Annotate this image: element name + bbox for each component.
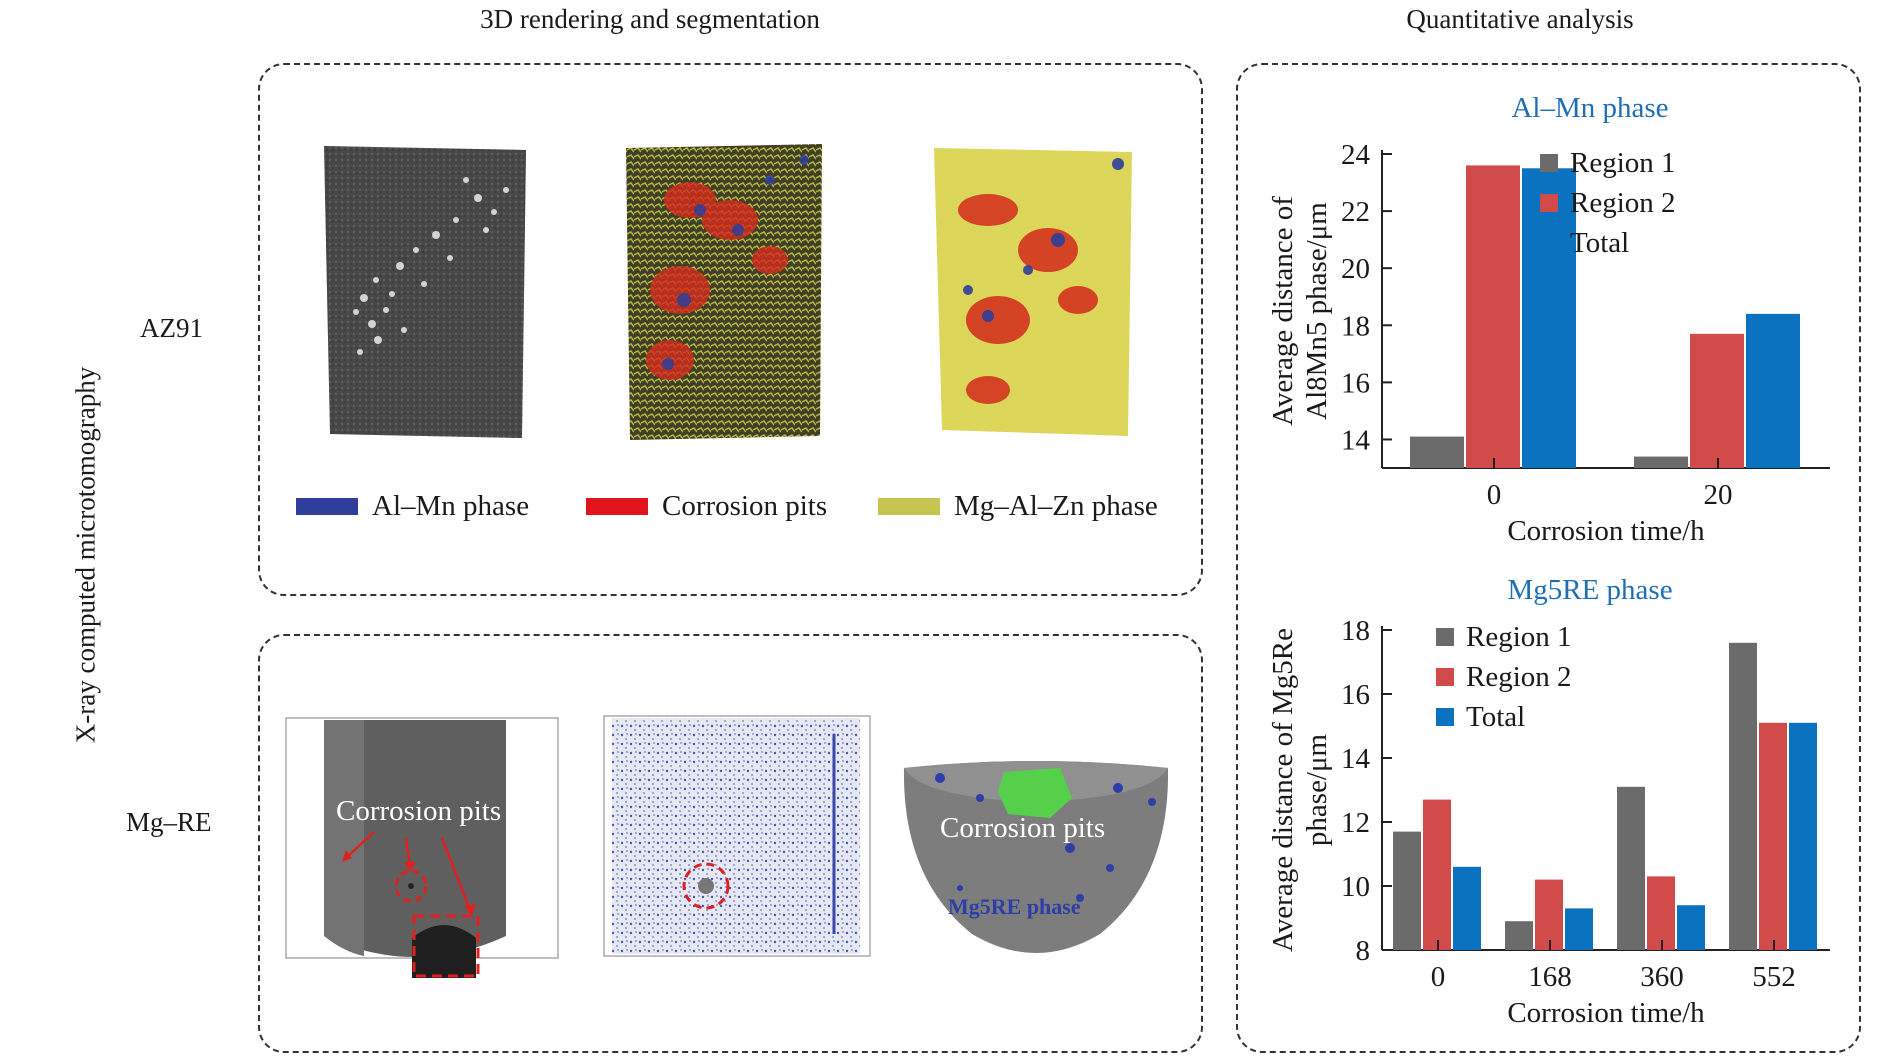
y-tick-label: 14 — [1341, 743, 1371, 775]
legend-label: Corrosion pits — [662, 490, 828, 522]
y-axis-label-line2: Al8Mn5 phase/μm — [1301, 202, 1333, 420]
legend-swatch — [1540, 154, 1558, 172]
mg-al-zn-swatch — [878, 498, 940, 515]
chart-2-title: Mg5RE phase — [1507, 574, 1673, 606]
y-tick-label: 24 — [1341, 139, 1371, 171]
bar — [1789, 722, 1817, 950]
corrosion-pits-label-3: Corrosion pits — [940, 812, 1106, 844]
y-tick-label: 18 — [1341, 310, 1370, 342]
bar — [1423, 799, 1451, 950]
bar — [1522, 168, 1576, 468]
mgre-render-points — [603, 715, 871, 957]
bar — [1759, 722, 1787, 950]
x-tick-label: 20 — [1704, 479, 1733, 511]
legend-swatch — [1540, 194, 1558, 212]
bar — [1565, 908, 1593, 950]
y-tick-label: 22 — [1341, 196, 1370, 228]
x-tick-label: 360 — [1640, 961, 1684, 993]
bar — [1677, 905, 1705, 950]
y-axis-label-line1: Average distance of Mg5Re — [1267, 628, 1299, 952]
az91-render-colored — [934, 148, 1132, 436]
x-axis-label: Corrosion time/h — [1507, 515, 1705, 547]
y-axis-label-line2: phase/μm — [1301, 733, 1333, 846]
bar — [1746, 313, 1800, 468]
legend-swatch — [1436, 668, 1454, 686]
bar — [1393, 831, 1421, 950]
legend-swatch — [1436, 628, 1454, 646]
legend-item-al-mn: Al–Mn phase — [296, 490, 529, 523]
legend-label: Region 2 — [1570, 187, 1676, 219]
legend-label: Region 1 — [1466, 621, 1572, 653]
mg5re-phase-label: Mg5RE phase — [948, 894, 1081, 919]
bar — [1535, 879, 1563, 950]
y-tick-label: 14 — [1341, 424, 1371, 456]
mgre-render-cylinder — [285, 717, 559, 978]
al-mn-swatch — [296, 498, 358, 515]
chart-al-mn: 14 16 18 20 22 24 0 20 Corrosion time/h Average d… — [1267, 139, 1830, 547]
legend-label: Total — [1570, 227, 1629, 259]
x-tick-label: 168 — [1528, 961, 1572, 993]
legend-swatch — [1436, 708, 1454, 726]
x-tick-label: 552 — [1752, 961, 1796, 993]
legend-item-corrosion-pits: Corrosion pits — [586, 490, 827, 523]
legend-label: Region 2 — [1466, 661, 1572, 693]
bar — [1634, 456, 1688, 468]
bar — [1647, 876, 1675, 950]
mgre-panel — [258, 634, 1203, 1053]
y-tick-label: 12 — [1341, 807, 1370, 839]
mgre-render-hemisphere — [903, 761, 1169, 953]
legend-swatch — [1540, 234, 1558, 252]
bar — [1410, 436, 1464, 468]
bar — [1505, 921, 1533, 950]
y-tick-label: 8 — [1356, 935, 1371, 967]
az91-render-segmented — [626, 144, 822, 440]
bar — [1729, 642, 1757, 950]
az91-panel — [258, 63, 1203, 596]
legend-label: Region 1 — [1570, 147, 1676, 179]
y-axis-label-line1: Average distance of — [1267, 196, 1299, 426]
y-tick-label: 16 — [1341, 367, 1370, 399]
legend-label: Mg–Al–Zn phase — [954, 490, 1158, 522]
chart-mg5re: 8 10 12 14 16 18 0 168 360 552 Corrosion time/h Ave… — [1267, 615, 1830, 1029]
bar — [1453, 866, 1481, 950]
chart-1-title: Al–Mn phase — [1511, 92, 1669, 124]
y-tick-label: 18 — [1341, 615, 1370, 647]
az91-render-grayscale — [324, 146, 526, 438]
legend-item-mg-al-zn: Mg–Al–Zn phase — [878, 490, 1158, 523]
row-label-mgre: Mg–RE — [126, 807, 212, 837]
x-tick-label: 0 — [1487, 479, 1502, 511]
bar — [1617, 786, 1645, 950]
quantitative-heading: Quantitative analysis — [1406, 4, 1634, 34]
y-axis-label: Average distance ofAl8Mn5 phase/μm — [1267, 196, 1333, 426]
legend-label: Total — [1466, 701, 1525, 733]
y-axis-label: Average distance of Mg5Rephase/μm — [1267, 628, 1333, 952]
x-tick-label: 0 — [1431, 961, 1446, 993]
legend-label: Al–Mn phase — [372, 490, 530, 522]
corrosion-pits-swatch — [586, 498, 648, 515]
side-label: X-ray computed microtomography — [70, 366, 101, 744]
quantitative-panel — [1236, 63, 1861, 1053]
y-tick-label: 10 — [1341, 871, 1370, 903]
corrosion-pits-label-1: Corrosion pits — [336, 795, 502, 827]
row-label-az91: AZ91 — [140, 313, 203, 343]
y-tick-label: 20 — [1341, 253, 1370, 285]
bar — [1690, 333, 1744, 468]
bar — [1466, 165, 1520, 468]
y-tick-label: 16 — [1341, 679, 1370, 711]
x-axis-label: Corrosion time/h — [1507, 997, 1705, 1029]
rendering-heading: 3D rendering and segmentation — [480, 4, 820, 34]
